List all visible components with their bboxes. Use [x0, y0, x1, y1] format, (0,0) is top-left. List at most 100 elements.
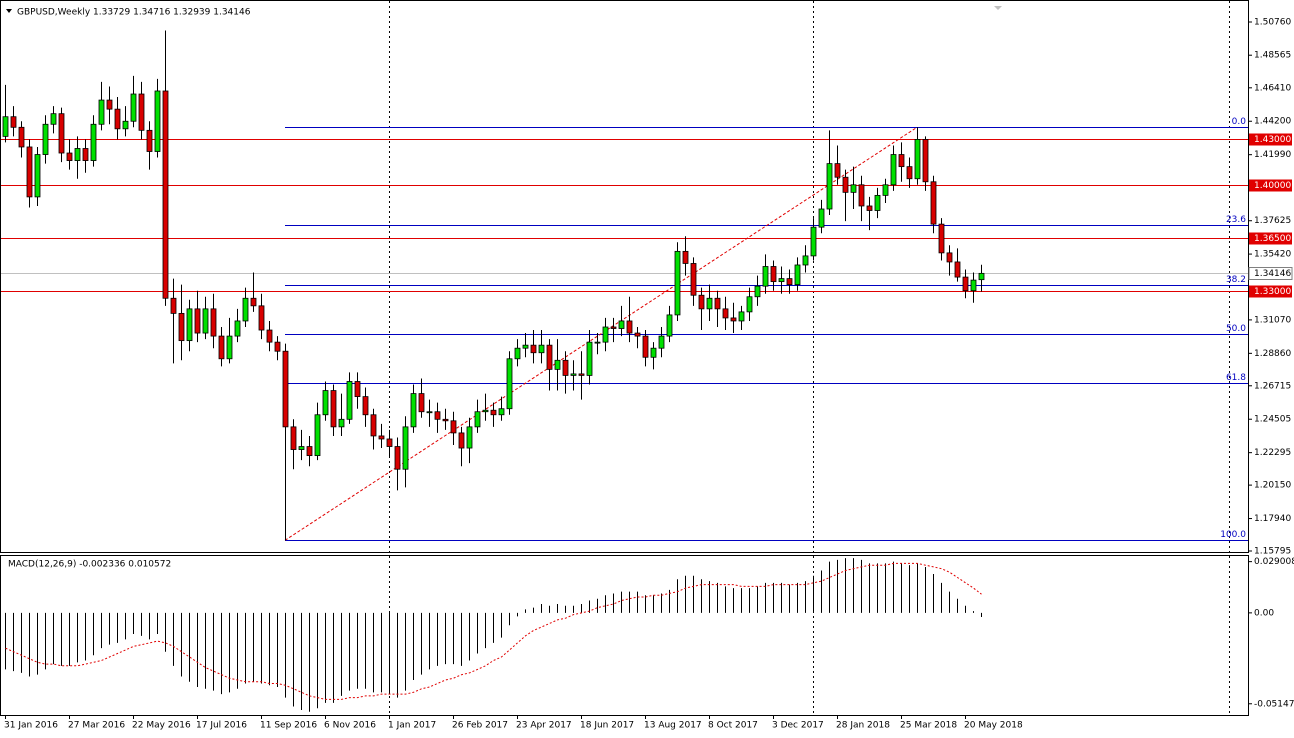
level-label: 1.40000 [1254, 181, 1291, 191]
candle-body [850, 184, 857, 193]
candle-body [138, 93, 145, 131]
candle-body [610, 326, 617, 329]
macd-panel [0, 555, 1249, 716]
chart-title: GBPUSD,Weekly 1.33729 1.34716 1.32939 1.… [17, 8, 251, 18]
candle-body [770, 266, 777, 283]
y-tick-label: 1.35420 [1254, 250, 1291, 260]
candle-body [666, 314, 673, 337]
candle-body [482, 409, 489, 413]
candle-body [834, 163, 841, 178]
x-tick-label: 26 Feb 2017 [452, 721, 508, 731]
level-label: 1.36500 [1254, 234, 1291, 244]
candle-body [2, 116, 9, 137]
candle-body [858, 184, 865, 207]
shift-marker [994, 6, 1002, 10]
candle-body [698, 294, 705, 310]
candle-body [474, 411, 481, 428]
y-tick-label: -0.051476 [1254, 699, 1294, 709]
y-tick-label: 1.50760 [1254, 17, 1291, 27]
x-tick-label: 13 Aug 2017 [644, 721, 702, 731]
candle-body [18, 126, 25, 148]
candle-body [562, 359, 569, 376]
candle-body [106, 99, 113, 110]
candle-body [842, 176, 849, 193]
candle-body [882, 184, 889, 196]
last-price-box [1248, 267, 1293, 280]
candle-body [818, 208, 825, 228]
candle-body [338, 418, 345, 428]
candle-body [50, 113, 57, 125]
candle-body [586, 341, 593, 376]
fib-label: 50.0 [1226, 324, 1246, 334]
fib-label: 0.0 [1232, 117, 1247, 127]
candle-body [594, 341, 601, 344]
candle-body [874, 194, 881, 211]
candle-body [362, 396, 369, 416]
x-tick-label: 28 Jan 2018 [836, 721, 890, 731]
candle-body [898, 154, 905, 168]
x-tick-label: 31 Jan 2016 [4, 721, 58, 731]
candle-body [298, 446, 305, 450]
y-tick-label: 1.48565 [1254, 51, 1291, 61]
candle-body [386, 438, 393, 447]
candle-body [90, 123, 97, 161]
x-tick-label: 18 Jun 2017 [580, 721, 634, 731]
candle-body [554, 359, 561, 370]
candle-body [634, 332, 641, 337]
candle-body [722, 308, 729, 319]
candle-body [42, 123, 49, 155]
candle-body [114, 108, 121, 130]
candle-body [690, 263, 697, 296]
candle-body [954, 261, 961, 278]
fib-label: 61.8 [1226, 373, 1246, 383]
candle-body [450, 420, 457, 434]
candle-body [658, 335, 665, 349]
candle-body [58, 113, 65, 154]
x-tick-label: 3 Dec 2017 [772, 721, 824, 731]
candle-body [130, 93, 137, 122]
level-label: 1.33000 [1254, 287, 1291, 297]
y-tick-label: 1.22295 [1254, 448, 1291, 458]
candle-body [154, 90, 161, 152]
candle-body [322, 390, 329, 416]
candle-body [578, 373, 585, 376]
candle-body [34, 154, 41, 198]
candle-body [946, 252, 953, 263]
candle-body [762, 266, 769, 287]
trend-line [284, 126, 918, 541]
candle-body [506, 358, 513, 410]
x-tick-label: 8 Oct 2017 [708, 721, 758, 731]
candle-body [938, 223, 945, 254]
candle-body [394, 446, 401, 470]
level-label-box [1249, 232, 1292, 245]
candle-body [10, 116, 17, 128]
y-tick-label: 1.24505 [1254, 415, 1291, 425]
candle-body [226, 335, 233, 360]
candle-body [82, 148, 89, 161]
y-tick-label: 1.26715 [1254, 381, 1291, 391]
level-label-box [1249, 179, 1292, 192]
x-tick-label: 20 May 2018 [964, 721, 1023, 731]
candle-body [914, 139, 921, 180]
y-tick-label: 1.31070 [1254, 315, 1291, 325]
candle-body [538, 344, 545, 354]
candle-body [66, 152, 73, 161]
candle-body [730, 317, 737, 322]
candle-body [234, 320, 241, 337]
candle-body [434, 411, 441, 420]
x-tick-label: 27 Mar 2016 [68, 721, 125, 731]
candle-body [186, 308, 193, 342]
candle-body [674, 250, 681, 316]
candle-body [546, 344, 553, 370]
macd-title: MACD(12,26,9) -0.002336 0.010572 [8, 560, 171, 570]
candle-body [642, 335, 649, 358]
candle-body [522, 344, 529, 349]
candle-body [458, 432, 465, 449]
y-tick-label: 1.37625 [1254, 216, 1291, 226]
menu-arrow [6, 9, 12, 13]
candle-body [442, 418, 449, 422]
candle-body [402, 426, 409, 470]
y-tick-label: 0.00 [1254, 608, 1274, 618]
candle-body [498, 408, 505, 416]
